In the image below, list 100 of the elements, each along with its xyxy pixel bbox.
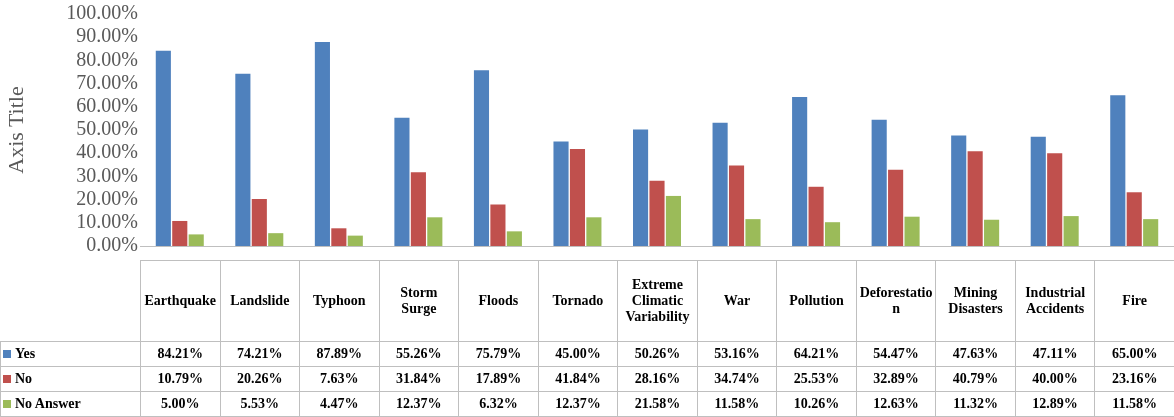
bar — [984, 219, 1000, 246]
data-label: 12.89% — [1015, 391, 1095, 417]
data-label: 20.26% — [220, 366, 300, 392]
bar — [1063, 216, 1079, 246]
bar — [871, 119, 887, 246]
bar — [745, 219, 761, 246]
bar — [490, 204, 506, 246]
data-label: 40.00% — [1015, 366, 1095, 392]
bar — [888, 169, 904, 246]
bar — [155, 50, 171, 246]
y-tick-label: 60.00% — [76, 94, 138, 117]
data-label: 5.53% — [220, 391, 300, 417]
y-axis-title: Axis Title — [2, 86, 28, 174]
y-tick-label: 50.00% — [76, 117, 138, 140]
y-tick-label: 100.00% — [66, 1, 138, 24]
bar — [188, 234, 204, 246]
data-label: 12.37% — [538, 391, 618, 417]
data-label: 41.84% — [538, 366, 618, 392]
x-tick-label: Landslide — [220, 260, 300, 342]
data-label: 34.74% — [697, 366, 777, 392]
bar — [235, 73, 251, 246]
bar — [1110, 95, 1126, 246]
bar — [633, 129, 649, 246]
data-label: 32.89% — [856, 366, 936, 392]
data-label: 65.00% — [1094, 341, 1174, 367]
x-tick-label: Floods — [458, 260, 539, 342]
data-label: 11.58% — [697, 391, 777, 417]
data-label: 75.79% — [458, 341, 539, 367]
x-tick-label: Mining Disasters — [935, 260, 1016, 342]
x-tick-label: Fire — [1094, 260, 1174, 342]
bar — [967, 151, 983, 246]
x-tick-label: Tornado — [538, 260, 618, 342]
bar — [172, 220, 188, 246]
legend-label: No Answer — [0, 391, 141, 417]
bar — [268, 233, 284, 246]
data-label: 10.79% — [140, 366, 221, 392]
bar — [712, 122, 728, 246]
data-label: 47.63% — [935, 341, 1016, 367]
data-label: 21.58% — [617, 391, 698, 417]
y-tick-label: 90.00% — [76, 24, 138, 47]
y-tick-label: 70.00% — [76, 70, 138, 93]
y-tick-label: 20.00% — [76, 186, 138, 209]
bar — [951, 135, 967, 246]
data-label: 17.89% — [458, 366, 539, 392]
bar — [792, 97, 808, 246]
data-label: 23.16% — [1094, 366, 1174, 392]
bar — [1030, 136, 1046, 246]
legend-label: Yes — [0, 341, 141, 367]
data-label: 45.00% — [538, 341, 618, 367]
data-label: 12.63% — [856, 391, 936, 417]
bar — [1126, 192, 1142, 246]
data-label: 25.53% — [776, 366, 857, 392]
bar — [665, 195, 681, 246]
x-tick-label: Pollution — [776, 260, 857, 342]
bar — [808, 186, 824, 246]
data-label: 5.00% — [140, 391, 221, 417]
bar — [586, 217, 602, 246]
y-tick-label: 0.00% — [86, 233, 138, 256]
bar — [1143, 219, 1159, 246]
bar — [904, 216, 920, 246]
data-label: 12.37% — [379, 391, 459, 417]
x-tick-label: Earthquake — [140, 260, 221, 342]
x-tick-label: Storm Surge — [379, 260, 459, 342]
bar — [331, 228, 347, 246]
data-label: 54.47% — [856, 341, 936, 367]
data-label: 55.26% — [379, 341, 459, 367]
bar — [553, 141, 569, 246]
data-label: 4.47% — [299, 391, 380, 417]
x-tick-label: War — [697, 260, 777, 342]
data-label: 6.32% — [458, 391, 539, 417]
bar — [1047, 153, 1063, 246]
bar — [824, 222, 841, 246]
legend-label: No — [0, 366, 141, 392]
y-tick-label: 40.00% — [76, 140, 138, 163]
data-label: 7.63% — [299, 366, 380, 392]
data-label: 40.79% — [935, 366, 1016, 392]
data-label: 47.11% — [1015, 341, 1095, 367]
bar — [314, 42, 330, 246]
y-tick-label: 10.00% — [76, 210, 138, 233]
data-label: 31.84% — [379, 366, 459, 392]
data-label: 10.26% — [776, 391, 857, 417]
data-label: 11.58% — [1094, 391, 1174, 417]
bar — [410, 172, 426, 246]
data-label: 50.26% — [617, 341, 698, 367]
x-tick-label: Typhoon — [299, 260, 380, 342]
data-label: 64.21% — [776, 341, 857, 367]
bar — [569, 148, 586, 246]
bar — [728, 165, 745, 246]
data-label: 74.21% — [220, 341, 300, 367]
bar — [649, 180, 665, 246]
data-label: 28.16% — [617, 366, 698, 392]
x-tick-label: Industrial Accidents — [1015, 260, 1095, 342]
y-tick-label: 30.00% — [76, 163, 138, 186]
x-tick-label: Deforestation — [856, 260, 936, 342]
bar — [347, 235, 363, 246]
data-label: 87.89% — [299, 341, 380, 367]
x-tick-label: Extreme Climatic Variability — [617, 260, 698, 342]
bar — [251, 199, 267, 246]
data-label: 84.21% — [140, 341, 221, 367]
bar — [394, 117, 410, 246]
